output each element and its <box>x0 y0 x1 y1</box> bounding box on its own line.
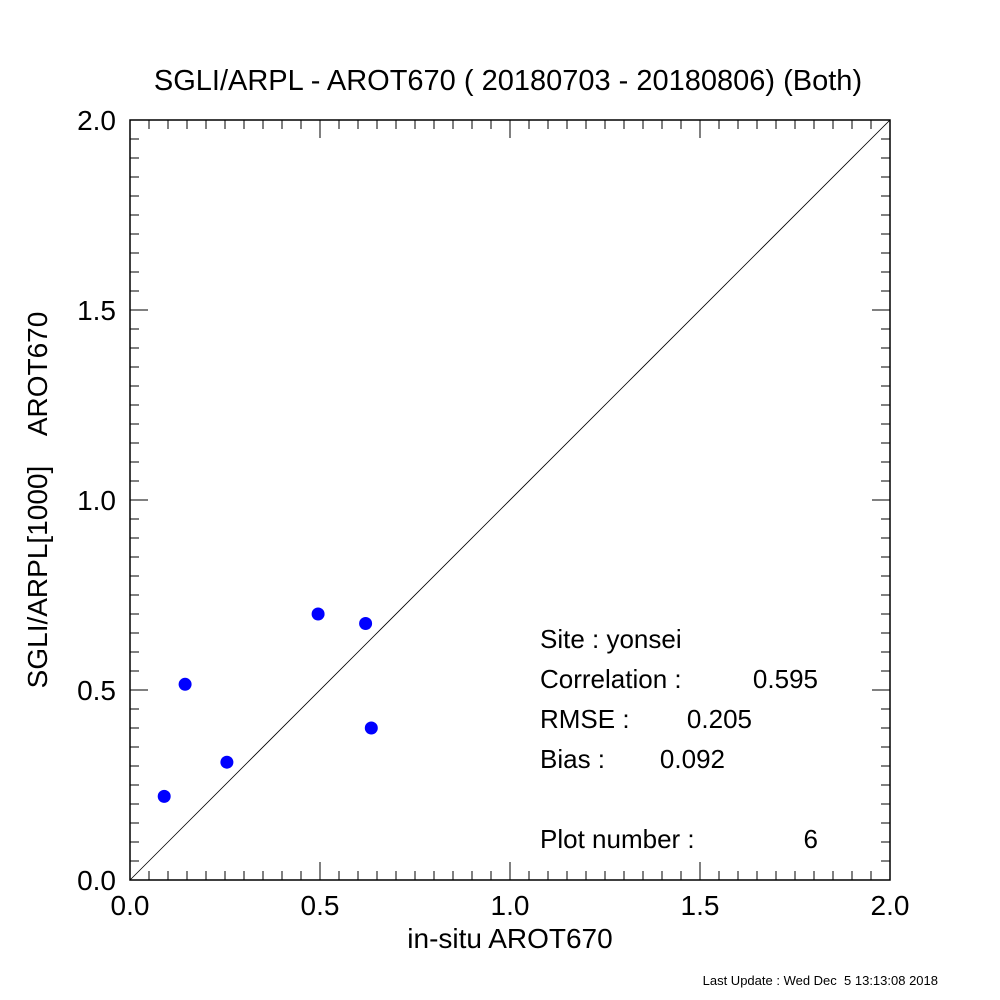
data-point <box>178 677 192 691</box>
y-tick-label: 0.0 <box>77 865 116 896</box>
x-tick-label: 0.0 <box>111 890 150 921</box>
stats-annotation: Site : yonsei Correlation : 0.595 RMSE :… <box>540 624 818 854</box>
x-tick-labels: 0.0 0.5 1.0 1.5 2.0 <box>111 890 910 921</box>
y-axis-label: SGLI/ARPL[1000] AROT670 <box>22 312 53 689</box>
one-to-one-line <box>129 119 891 881</box>
chart-title: SGLI/ARPL - AROT670 ( 20180703 - 2018080… <box>154 65 862 97</box>
last-update-text: Last Update : Wed Dec 5 13:13:08 2018 <box>703 973 938 988</box>
data-point <box>359 617 373 630</box>
y-tick-labels: 0.0 0.5 1.0 1.5 2.0 <box>77 105 116 896</box>
y-tick-label: 0.5 <box>77 675 116 706</box>
data-point <box>157 789 171 803</box>
data-points <box>157 607 378 803</box>
bias-label: Bias : <box>540 744 605 774</box>
site-text: Site : yonsei <box>540 624 682 654</box>
rmse-label: RMSE : <box>540 704 630 734</box>
minor-ticks <box>130 120 890 880</box>
x-tick-label: 1.0 <box>491 890 530 921</box>
x-tick-label: 2.0 <box>871 890 910 921</box>
correlation-label: Correlation : <box>540 664 682 694</box>
y-tick-label: 1.5 <box>77 295 116 326</box>
plot-number-label: Plot number : <box>540 824 695 854</box>
data-point <box>220 755 234 769</box>
x-tick-label: 1.5 <box>681 890 720 921</box>
major-ticks <box>129 119 891 881</box>
plot-number-value: 6 <box>804 824 818 854</box>
y-tick-label: 1.0 <box>77 485 116 516</box>
data-point <box>311 607 325 621</box>
x-tick-label: 0.5 <box>301 890 340 921</box>
correlation-value: 0.595 <box>753 664 818 694</box>
bias-value: 0.092 <box>660 744 725 774</box>
x-axis-label: in-situ AROT670 <box>407 923 612 954</box>
data-point <box>364 721 378 735</box>
rmse-value: 0.205 <box>687 704 752 734</box>
y-tick-label: 2.0 <box>77 105 116 136</box>
